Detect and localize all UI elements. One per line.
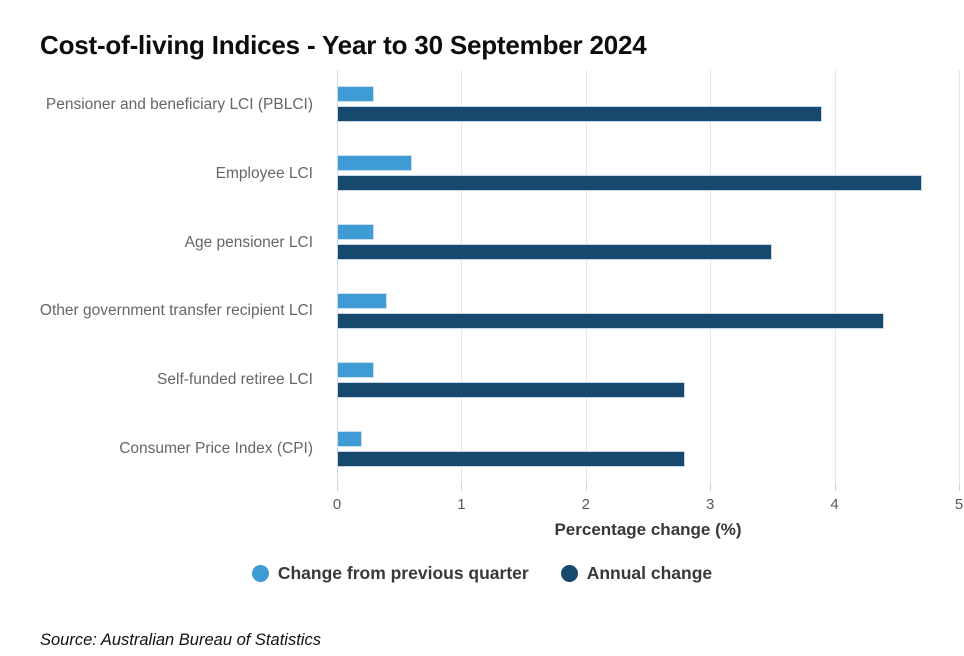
category-label: Consumer Price Index (CPI)	[119, 440, 313, 458]
bar-annual-change[interactable]	[337, 381, 686, 398]
bar-group	[337, 70, 959, 139]
x-tick-mark	[337, 483, 338, 491]
x-axis-title: Percentage change (%)	[554, 520, 742, 539]
x-tick-label: 1	[457, 496, 466, 513]
legend-item[interactable]: Annual change	[560, 563, 713, 584]
legend-label: Annual change	[586, 563, 713, 583]
category-label: Age pensioner LCI	[184, 233, 313, 251]
category-axis: Pensioner and beneficiary LCI (PBLCI) Emp…	[0, 70, 325, 483]
plot-area	[337, 70, 960, 483]
category-label: Self-funded retiree LCI	[157, 371, 313, 389]
bar-annual-change[interactable]	[337, 312, 885, 329]
bar-group	[337, 208, 959, 277]
gridline-x-2	[585, 70, 587, 483]
gridline-x-4	[834, 70, 836, 483]
legend: Change from previous quarter Annual chang…	[0, 563, 964, 584]
x-tick-mark	[834, 483, 836, 491]
category-label: Employee LCI	[215, 164, 313, 182]
gridline-x-5	[959, 70, 960, 483]
x-tick-mark	[585, 483, 587, 491]
x-tick-label: 5	[954, 496, 964, 513]
bar-annual-change[interactable]	[337, 175, 922, 192]
legend-swatch-icon	[251, 565, 269, 582]
category-label: Other government transfer recipient LCI	[39, 302, 313, 320]
y-axis-line	[337, 70, 338, 483]
bar-quarterly-change[interactable]	[337, 292, 387, 309]
bar-group	[337, 139, 959, 208]
category-label: Pensioner and beneficiary LCI (PBLCI)	[45, 95, 313, 113]
x-tick-mark	[710, 483, 712, 491]
bar-quarterly-change[interactable]	[337, 430, 362, 447]
bar-quarterly-change[interactable]	[337, 224, 375, 241]
legend-label: Change from previous quarter	[277, 563, 529, 583]
x-tick-label: 2	[581, 496, 590, 513]
bar-annual-change[interactable]	[337, 450, 686, 467]
bar-group	[337, 345, 959, 414]
legend-swatch-icon	[560, 565, 578, 582]
x-tick-label: 4	[830, 496, 839, 513]
bar-quarterly-change[interactable]	[337, 155, 412, 172]
x-tick-mark	[959, 483, 960, 491]
legend-item[interactable]: Change from previous quarter	[251, 563, 529, 584]
bar-quarterly-change[interactable]	[337, 361, 375, 378]
gridline-x-3	[710, 70, 712, 483]
x-tick-mark	[461, 483, 463, 491]
bar-annual-change[interactable]	[337, 244, 773, 261]
chart-title: Cost-of-living Indices - Year to 30 Sept…	[40, 30, 647, 61]
bar-quarterly-change[interactable]	[337, 86, 375, 103]
x-tick-label: 0	[332, 496, 342, 513]
x-tick-label: 3	[706, 496, 715, 513]
gridline-x-1	[461, 70, 463, 483]
bar-group	[337, 414, 959, 483]
source-note: Source: Australian Bureau of Statistics	[40, 631, 321, 649]
bar-annual-change[interactable]	[337, 106, 823, 123]
bar-group	[337, 277, 959, 346]
x-axis: 0 1 2 3 4 5	[333, 483, 963, 517]
